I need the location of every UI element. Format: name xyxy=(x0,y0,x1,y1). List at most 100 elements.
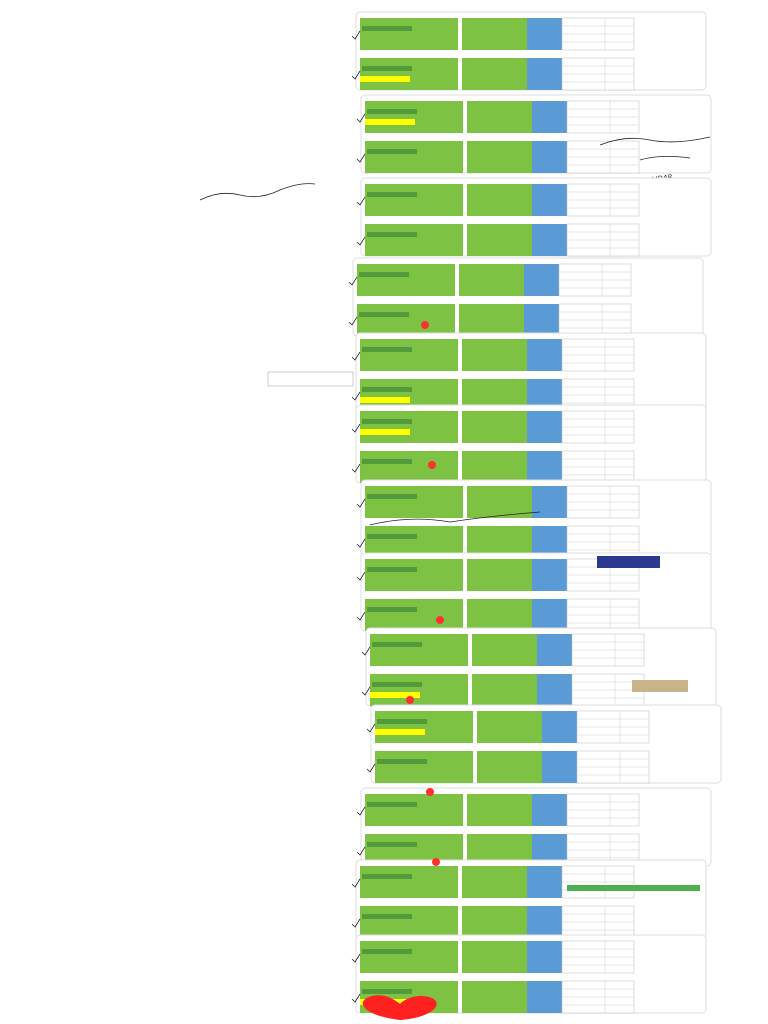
check-mark xyxy=(366,763,376,773)
green-cell xyxy=(462,981,530,1013)
green-cell xyxy=(467,101,535,133)
dark-strip xyxy=(367,802,417,807)
dark-strip xyxy=(372,682,422,687)
dark-strip xyxy=(367,192,417,197)
green-cell xyxy=(462,339,530,371)
green-cell xyxy=(467,141,535,173)
highlight xyxy=(370,692,420,698)
check-mark xyxy=(356,538,366,548)
dark-strip xyxy=(367,109,417,114)
green-cell xyxy=(462,411,530,443)
green-cell xyxy=(467,224,535,256)
check-mark xyxy=(361,686,371,696)
highlight xyxy=(375,729,425,735)
green-cell xyxy=(462,866,530,898)
dark-strip xyxy=(377,759,427,764)
green-cell xyxy=(375,751,473,783)
image-thumb xyxy=(597,556,660,568)
check-mark xyxy=(356,846,366,856)
check-mark xyxy=(351,878,361,888)
red-heart xyxy=(362,995,437,1020)
green-cell xyxy=(360,58,458,90)
green-cell xyxy=(360,941,458,973)
check-mark xyxy=(356,196,366,206)
red-mark xyxy=(428,461,436,469)
check-mark xyxy=(351,993,361,1003)
blue-cell xyxy=(532,486,567,518)
check-mark xyxy=(351,351,361,361)
green-cell xyxy=(360,906,458,938)
check-mark xyxy=(351,918,361,928)
slide-card xyxy=(351,11,707,91)
slide-card xyxy=(351,404,707,484)
green-cell xyxy=(477,711,545,743)
check-mark xyxy=(366,723,376,733)
slide-card xyxy=(356,787,712,867)
dark-strip xyxy=(362,387,412,392)
dark-strip xyxy=(362,419,412,424)
check-mark xyxy=(351,423,361,433)
green-cell xyxy=(467,184,535,216)
handwriting xyxy=(369,511,541,526)
red-mark xyxy=(426,788,434,796)
red-mark xyxy=(432,858,440,866)
green-cell xyxy=(357,264,455,296)
blue-cell xyxy=(527,58,562,90)
blue-cell xyxy=(532,599,567,631)
blue-cell xyxy=(532,184,567,216)
slide-card xyxy=(356,94,712,174)
check-mark xyxy=(351,70,361,80)
dark-strip xyxy=(362,66,412,71)
green-cell xyxy=(360,411,458,443)
blue-cell xyxy=(527,866,562,898)
green-cell xyxy=(370,634,468,666)
green-cell xyxy=(365,141,463,173)
green-cell xyxy=(467,559,535,591)
highlight xyxy=(365,119,415,125)
blue-cell xyxy=(532,101,567,133)
green-cell xyxy=(472,634,540,666)
green-bar xyxy=(567,885,700,891)
green-cell xyxy=(472,674,540,706)
blue-cell xyxy=(524,304,559,336)
green-cell xyxy=(467,486,535,518)
blue-cell xyxy=(532,141,567,173)
blue-cell xyxy=(524,264,559,296)
slide-card xyxy=(348,257,704,337)
check-mark xyxy=(351,953,361,963)
blue-cell xyxy=(537,674,572,706)
slide-card xyxy=(351,934,707,1014)
dark-strip xyxy=(367,842,417,847)
green-cell xyxy=(462,941,530,973)
green-cell xyxy=(365,184,463,216)
slide-card xyxy=(351,332,707,412)
green-cell xyxy=(375,711,473,743)
dark-strip xyxy=(362,989,412,994)
check-mark xyxy=(348,316,358,326)
red-mark xyxy=(421,321,429,329)
slide-card xyxy=(351,859,707,939)
green-cell xyxy=(365,224,463,256)
dark-strip xyxy=(367,494,417,499)
green-cell xyxy=(370,674,468,706)
green-cell xyxy=(357,304,455,336)
image-thumb xyxy=(632,680,688,692)
green-cell xyxy=(365,794,463,826)
green-cell xyxy=(365,486,463,518)
handwriting xyxy=(599,136,711,161)
slide-card xyxy=(361,627,717,707)
green-cell xyxy=(360,866,458,898)
red-mark xyxy=(406,696,414,704)
blue-cell xyxy=(532,559,567,591)
green-cell xyxy=(477,751,545,783)
check-mark xyxy=(348,276,358,286)
highlight xyxy=(360,397,410,403)
blue-cell xyxy=(527,339,562,371)
blue-cell xyxy=(527,451,562,483)
check-mark xyxy=(351,30,361,40)
slide-card xyxy=(356,177,712,257)
blue-cell xyxy=(527,411,562,443)
check-mark xyxy=(356,571,366,581)
blue-cell xyxy=(527,981,562,1013)
dark-strip xyxy=(362,347,412,352)
